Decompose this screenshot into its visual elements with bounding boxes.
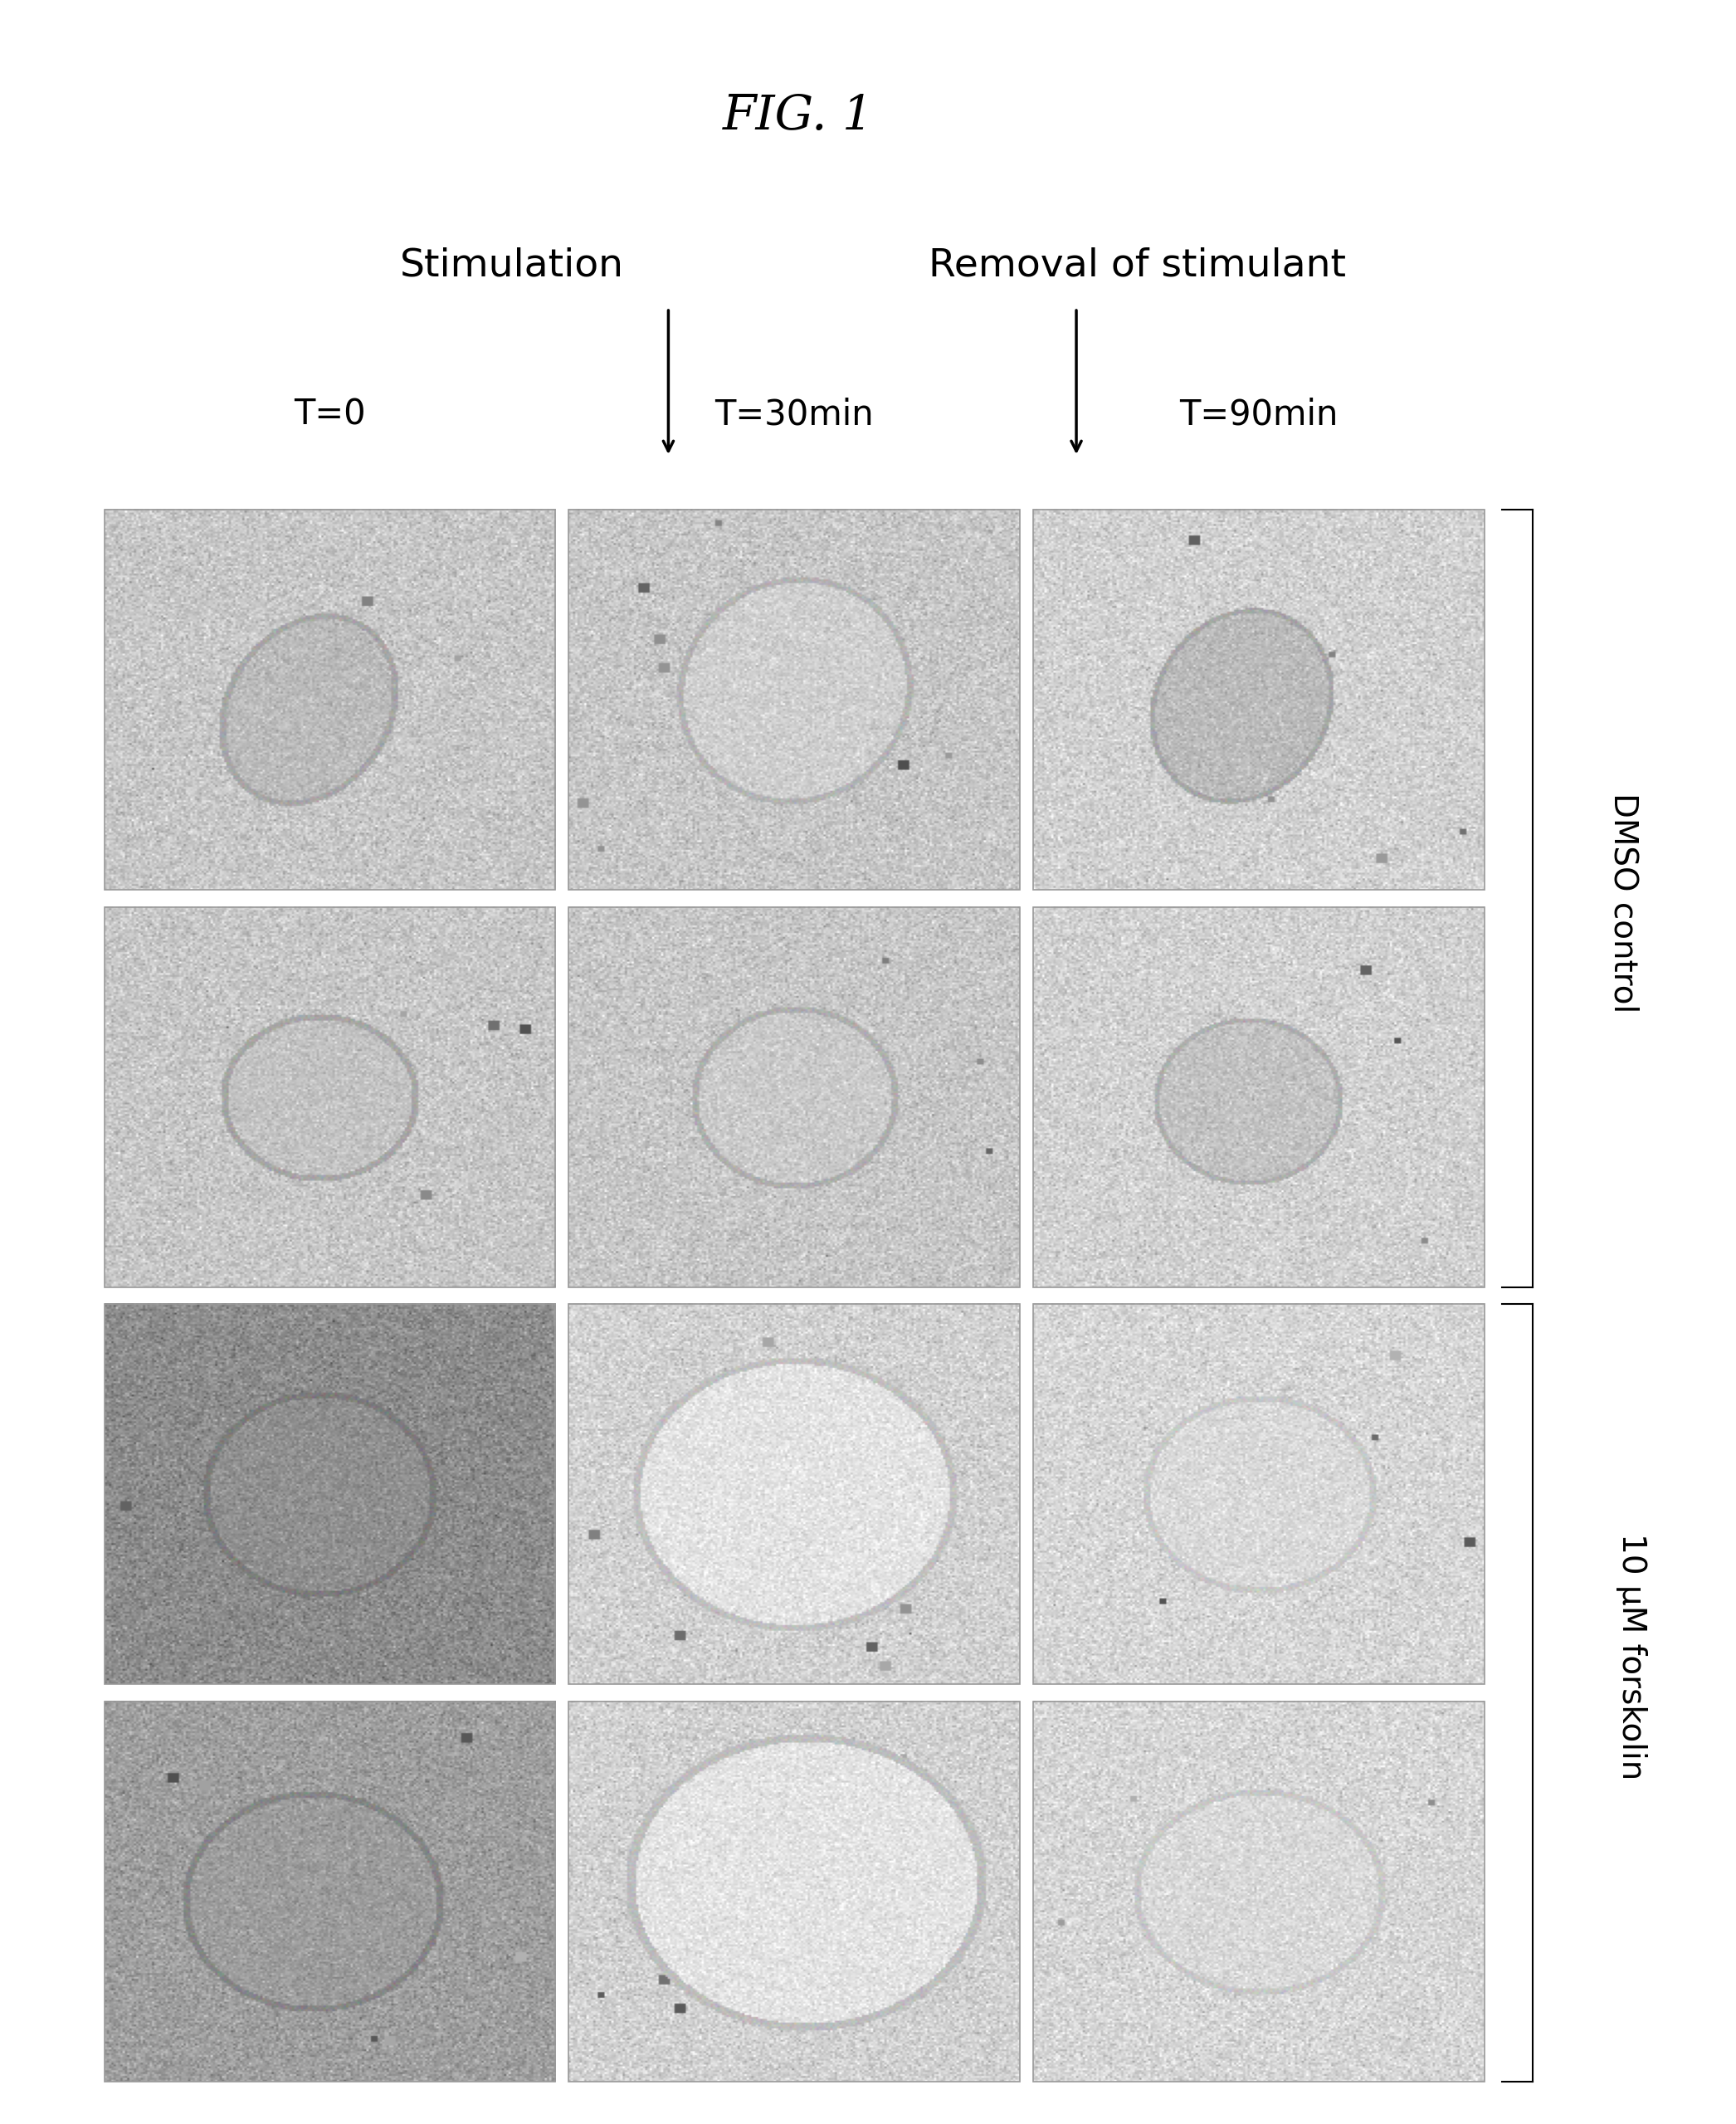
Bar bbox=[1033, 1304, 1484, 1684]
Bar bbox=[104, 1701, 556, 2082]
Text: FIG. 1: FIG. 1 bbox=[722, 93, 875, 140]
Text: T=0: T=0 bbox=[293, 397, 366, 431]
Text: T=90min: T=90min bbox=[1179, 397, 1338, 431]
Bar bbox=[1033, 1701, 1484, 2082]
Text: DMSO control: DMSO control bbox=[1608, 792, 1639, 1013]
Bar bbox=[104, 510, 556, 890]
Bar bbox=[104, 1304, 556, 1684]
Bar bbox=[1033, 510, 1484, 890]
Bar bbox=[569, 907, 1019, 1287]
Bar bbox=[569, 1304, 1019, 1684]
Bar bbox=[104, 907, 556, 1287]
Text: Removal of stimulant: Removal of stimulant bbox=[929, 246, 1345, 285]
Bar bbox=[1033, 907, 1484, 1287]
Text: Stimulation: Stimulation bbox=[399, 246, 625, 285]
Text: 10 μM forskolin: 10 μM forskolin bbox=[1616, 1534, 1647, 1780]
Bar bbox=[569, 1701, 1019, 2082]
Bar bbox=[569, 510, 1019, 890]
Text: T=30min: T=30min bbox=[715, 397, 873, 431]
